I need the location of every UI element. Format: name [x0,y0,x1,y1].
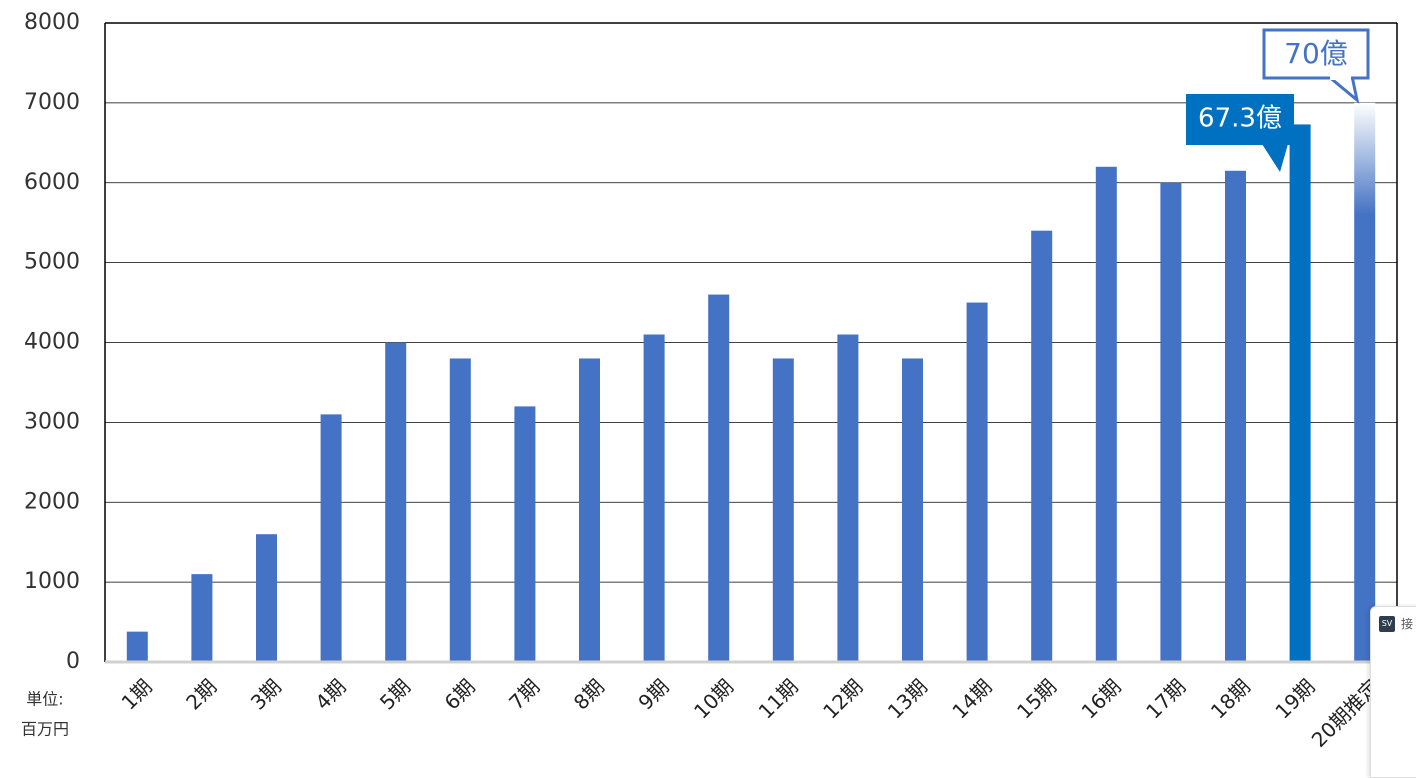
bar [1160,182,1182,662]
y-tick-label: 5000 [24,250,80,275]
y-tick-label: 8000 [24,10,80,35]
x-tick-label: 1期 [117,674,157,714]
y-tick-label: 0 [66,649,80,674]
x-tick-label: 18期 [1206,674,1255,723]
x-tick-label: 15期 [1012,674,1061,723]
x-tick-label: 4期 [310,674,350,714]
x-tick-label: 16期 [1077,674,1126,723]
x-tick-label: 9期 [633,674,673,714]
widget-text: 接 [1401,617,1414,631]
bar [256,534,277,662]
bar [320,414,342,662]
x-tick-label: 5期 [375,674,415,714]
x-tick-label: 6期 [440,674,480,714]
bar [579,358,600,662]
bar [385,342,407,662]
x-tick-label: 8期 [569,674,609,714]
x-tick-label: 10期 [689,674,738,723]
y-tick-label: 1000 [24,569,80,594]
unit-label: 単位: [26,690,63,709]
bar [902,358,923,662]
y-tick-label: 7000 [24,90,80,115]
bar [966,302,988,662]
y-tick-label: 4000 [24,330,80,355]
bar [1354,102,1376,662]
bar [514,406,536,662]
callout-box [1186,94,1294,145]
x-tick-label: 3期 [246,674,286,714]
callout-tail [1262,144,1288,172]
callout-cover [1330,74,1351,80]
side-widget[interactable]: SV 接 [1370,606,1416,778]
y-tick-label: 3000 [24,409,80,434]
unit-label: 百万円 [21,720,69,739]
bar [772,358,794,662]
bar [1095,166,1117,662]
x-tick-label: 13期 [883,674,932,723]
y-tick-label: 2000 [24,489,80,514]
bar [191,574,213,662]
annotation: 70億 [1284,37,1348,70]
callout-box [1262,28,1370,80]
x-tick-label: 19期 [1270,674,1319,723]
bar [708,294,730,662]
bar [1289,124,1311,662]
x-tick-label: 17期 [1141,674,1190,723]
bar [1225,170,1246,663]
bar [643,334,665,662]
x-tick-label: 12期 [818,674,867,723]
y-tick-label: 6000 [24,170,80,195]
bar [1031,230,1053,663]
x-tick-label: 7期 [504,674,544,714]
x-tick-label: 14期 [947,674,996,723]
x-tick-label: 11期 [754,674,803,723]
bar [126,631,148,662]
bar [837,334,859,662]
widget-icon: SV [1379,616,1395,632]
x-tick-label: 2期 [181,674,221,714]
bar [449,358,471,662]
annotation: 67.3億 [1198,104,1282,134]
